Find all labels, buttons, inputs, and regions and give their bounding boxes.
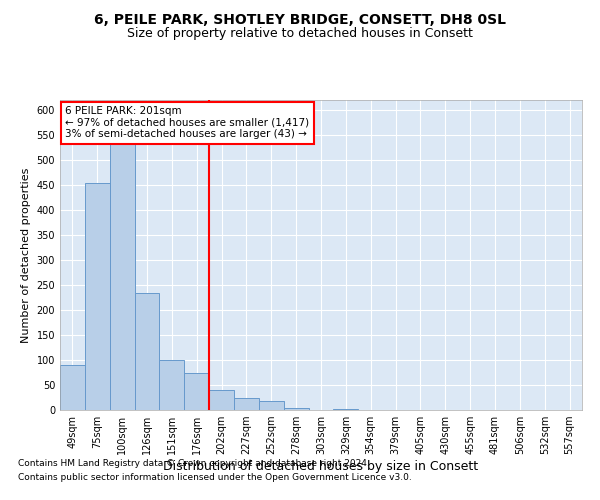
Text: Size of property relative to detached houses in Consett: Size of property relative to detached ho… <box>127 28 473 40</box>
Bar <box>110 125 134 410</box>
Bar <box>134 292 160 410</box>
Bar <box>234 398 259 410</box>
Text: 6, PEILE PARK, SHOTLEY BRIDGE, CONSETT, DH8 0SL: 6, PEILE PARK, SHOTLEY BRIDGE, CONSETT, … <box>94 12 506 26</box>
Bar <box>284 408 308 410</box>
Bar <box>209 390 234 410</box>
Text: Contains HM Land Registry data © Crown copyright and database right 2024.: Contains HM Land Registry data © Crown c… <box>18 458 370 468</box>
X-axis label: Distribution of detached houses by size in Consett: Distribution of detached houses by size … <box>163 460 479 473</box>
Y-axis label: Number of detached properties: Number of detached properties <box>21 168 31 342</box>
Bar <box>60 365 85 410</box>
Bar <box>259 401 284 410</box>
Bar <box>184 372 209 410</box>
Bar <box>334 409 358 410</box>
Bar <box>85 182 110 410</box>
Text: Contains public sector information licensed under the Open Government Licence v3: Contains public sector information licen… <box>18 474 412 482</box>
Text: 6 PEILE PARK: 201sqm
← 97% of detached houses are smaller (1,417)
3% of semi-det: 6 PEILE PARK: 201sqm ← 97% of detached h… <box>65 106 310 140</box>
Bar <box>160 360 184 410</box>
